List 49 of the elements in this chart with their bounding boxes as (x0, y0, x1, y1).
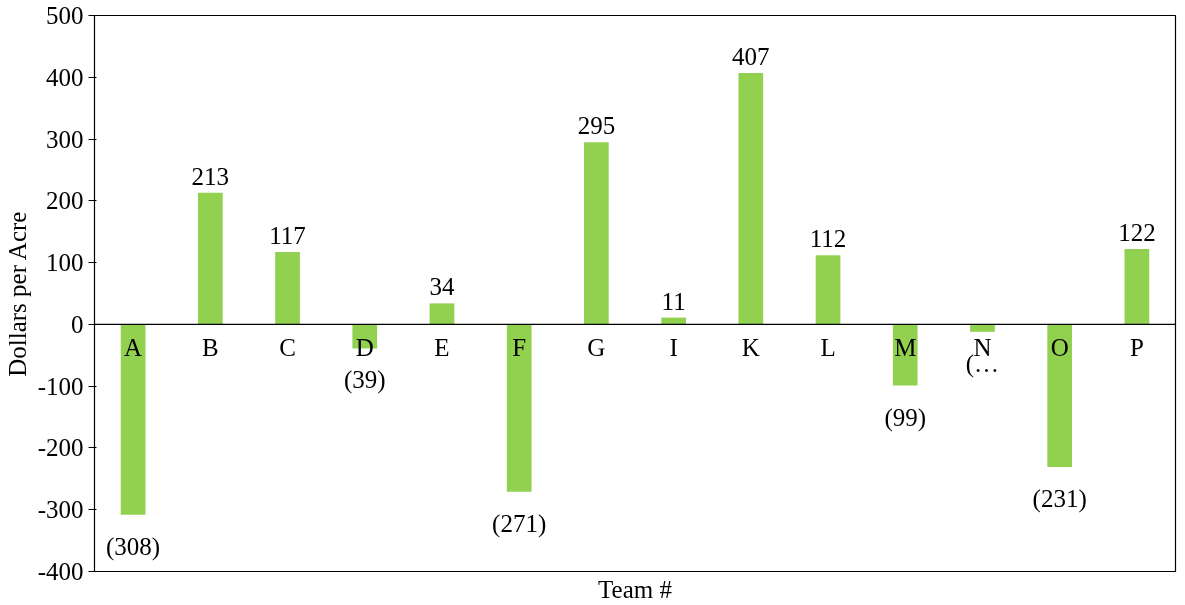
data-label: (271) (492, 509, 547, 538)
y-tick-label: 300 (46, 125, 84, 153)
x-tick-label: C (279, 334, 296, 362)
y-tick-label: 100 (46, 249, 84, 277)
data-label: 122 (1118, 219, 1156, 247)
data-label: 213 (191, 162, 230, 190)
y-tick-label: 500 (46, 2, 84, 29)
x-tick-label: A (124, 334, 143, 362)
y-tick-label: -300 (37, 496, 84, 524)
data-label: 11 (661, 287, 686, 315)
y-tick-label: 0 (71, 310, 84, 338)
bar (970, 324, 995, 332)
bar (506, 324, 532, 492)
bar (815, 255, 841, 325)
y-tick-label: 400 (46, 63, 84, 91)
data-label: (231) (1032, 485, 1087, 514)
y-tick-label: 200 (46, 187, 84, 215)
bar (120, 324, 146, 515)
x-tick-label: F (512, 334, 527, 362)
x-tick-label: G (587, 334, 606, 362)
x-tick-label: O (1050, 334, 1069, 362)
data-label: 112 (809, 225, 847, 253)
bar (429, 303, 455, 325)
x-tick-label: D (355, 334, 374, 362)
data-label: (99) (884, 403, 927, 432)
x-tick-label: B (201, 334, 219, 362)
data-label: (39) (343, 366, 386, 395)
data-label: 117 (269, 222, 306, 250)
bar (584, 142, 609, 325)
x-tick-label: L (820, 334, 836, 362)
bar (197, 192, 223, 325)
data-label: 295 (577, 112, 616, 140)
x-tick-label: M (894, 334, 917, 362)
bar (1124, 249, 1150, 325)
x-axis-title: Team # (598, 575, 673, 603)
y-tick-label: -100 (37, 372, 84, 400)
y-tick-label: -400 (37, 558, 84, 585)
y-tick-label: -200 (37, 434, 84, 462)
x-tick-label: E (434, 334, 450, 362)
bar (738, 72, 764, 325)
data-label: (308) (106, 532, 161, 561)
x-tick-label: I (669, 334, 678, 362)
y-axis-title: Dollars per Acre (3, 211, 31, 377)
data-label: 407 (732, 42, 770, 70)
bar (275, 252, 300, 325)
x-tick-label: P (1129, 334, 1144, 362)
data-label: 34 (429, 273, 455, 301)
bar (1047, 324, 1073, 468)
x-tick-label: K (741, 334, 760, 362)
